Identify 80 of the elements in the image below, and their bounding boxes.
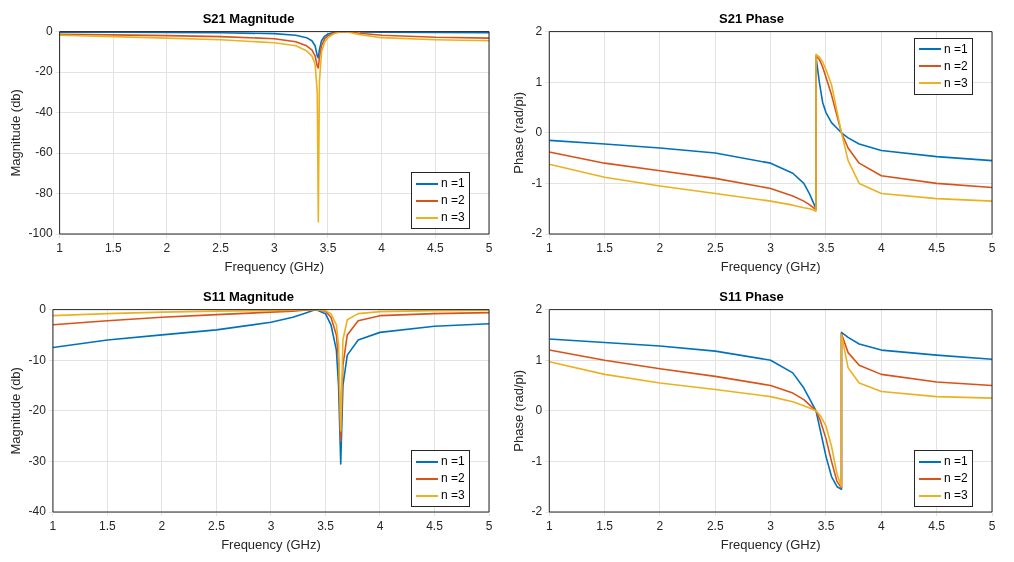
y-tick-label: -30 [28,453,47,468]
x-tick-label: 5 [485,240,493,255]
legend-label: n =1 [944,453,968,470]
y-tick-label: -20 [28,403,47,418]
y-tick-label: -40 [35,104,53,119]
chart-title: S11 Magnitude [202,289,295,305]
x-axis-title: Frequency (GHz) [221,536,321,552]
legend-label: n =1 [441,453,465,470]
y-tick-label: 0 [39,301,47,316]
x-tick-label: 2.5 [706,240,724,255]
x-axis-title: Frequency (GHz) [720,536,821,552]
x-tick-label: 3.5 [317,518,335,533]
y-tick-label: 1 [535,352,543,367]
legend-label: n =3 [944,74,968,92]
x-axis-title: Frequency (GHz) [224,258,325,274]
y-tick-label: 0 [535,125,543,140]
x-tick-label: 4.5 [928,518,946,533]
x-tick-label: 2 [158,518,166,533]
x-tick-label: 4.5 [426,240,444,255]
chart-title: S21 Phase [718,11,785,27]
x-tick-label: 4 [376,518,384,533]
legend-label: n =2 [944,57,968,75]
x-tick-label: 3.5 [319,240,337,255]
x-tick-label: 3 [767,518,775,533]
y-tick-label: -80 [35,185,53,200]
y-tick-label: -20 [35,64,53,79]
y-tick-label: -1 [531,453,543,468]
legend-label: n =3 [441,487,465,504]
legend-label: n =2 [944,470,968,487]
x-tick-label: 3 [270,240,278,255]
x-tick-label: 4 [378,240,386,255]
y-tick-label: 0 [535,403,543,418]
x-tick-label: 2 [656,240,664,255]
y-tick-label: -100 [28,226,53,241]
x-tick-label: 3.5 [817,240,835,255]
x-tick-label: 5 [988,240,996,255]
x-tick-label: 1 [545,518,553,533]
y-axis-title: Magnitude (db) [8,89,24,177]
x-tick-label: 2 [656,518,664,533]
x-tick-label: 5 [485,518,493,533]
chart-title: S11 Phase [719,289,784,305]
x-tick-label: 2.5 [706,518,724,533]
x-tick-label: 3 [267,518,275,533]
y-axis-title: Magnitude (db) [8,367,24,455]
x-tick-label: 3.5 [817,518,835,533]
x-tick-label: 1.5 [104,240,122,255]
x-tick-label: 4 [877,518,885,533]
x-tick-label: 1 [545,240,553,255]
x-tick-label: 5 [988,518,996,533]
x-tick-label: 1 [56,240,64,255]
y-tick-label: -1 [531,175,543,190]
legend-label: n =3 [944,487,968,504]
x-tick-label: 4.5 [426,518,444,533]
x-tick-label: 2.5 [212,240,230,255]
y-axis-title: Phase (rad/pi) [511,91,527,174]
y-tick-label: 2 [535,23,543,38]
x-tick-label: 3 [767,240,775,255]
y-tick-label: -10 [28,352,47,367]
y-axis-title: Phase (rad/pi) [511,369,527,452]
x-tick-label: 4.5 [928,240,946,255]
x-tick-label: 2.5 [208,518,226,533]
x-tick-label: 1.5 [596,518,614,533]
x-tick-label: 4 [877,240,885,255]
x-tick-label: 1.5 [596,240,614,255]
legend-label: n =1 [944,40,968,58]
y-tick-label: 2 [535,301,543,316]
legend-label: n =3 [441,209,465,226]
y-tick-label: 0 [45,23,53,38]
chart-title: S21 Magnitude [202,11,295,27]
y-tick-label: -2 [531,504,543,519]
y-tick-label: -60 [35,145,53,160]
y-tick-label: -2 [531,226,543,241]
legend-label: n =2 [441,192,465,209]
y-tick-label: -40 [28,504,47,519]
x-tick-label: 1.5 [99,518,117,533]
y-tick-label: 1 [535,74,543,89]
x-axis-title: Frequency (GHz) [720,258,821,274]
x-tick-label: 2 [163,240,171,255]
legend-label: n =1 [441,175,465,192]
legend-label: n =2 [441,470,465,487]
